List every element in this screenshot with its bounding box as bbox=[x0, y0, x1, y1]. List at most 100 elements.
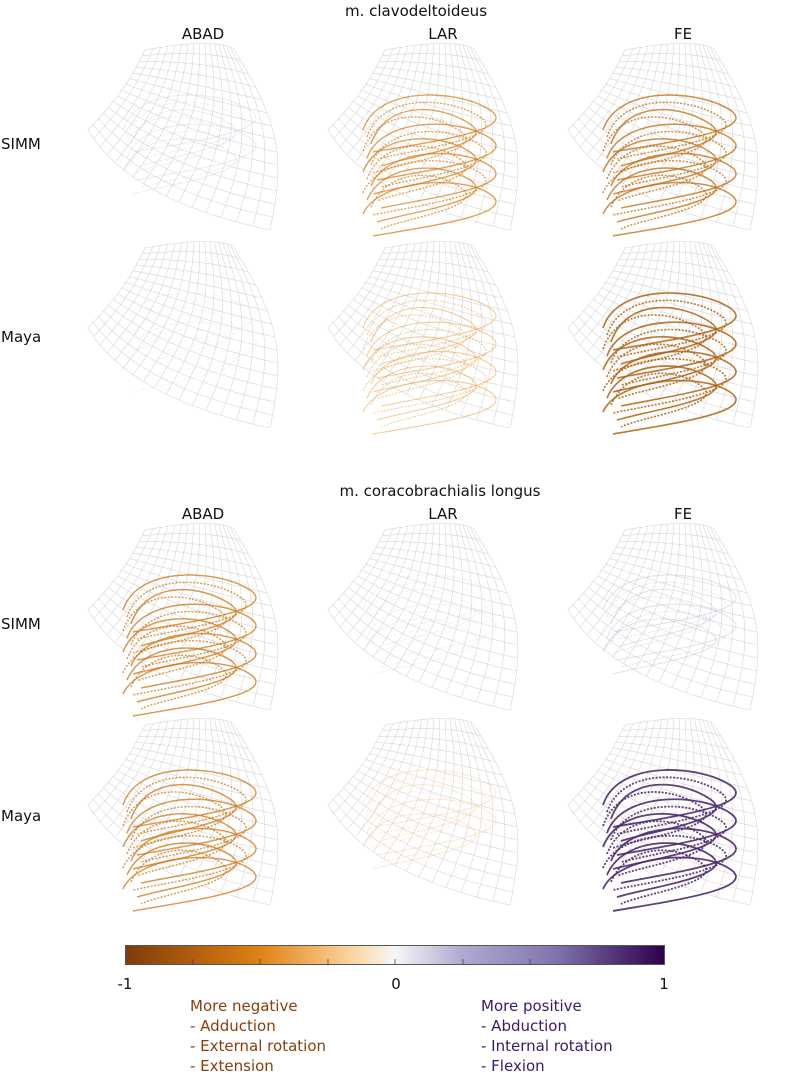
mesh-line bbox=[605, 282, 752, 325]
trajectory-strand bbox=[610, 130, 727, 188]
trajectory-strand bbox=[366, 776, 487, 835]
trajectory-strand bbox=[122, 769, 257, 828]
mesh-line bbox=[616, 546, 736, 568]
mesh-line bbox=[348, 586, 518, 659]
panel-s0-r0-c2 bbox=[565, 40, 795, 240]
trajectory-strand bbox=[122, 314, 227, 372]
mesh-line bbox=[712, 47, 759, 231]
mesh-line bbox=[132, 270, 262, 299]
mesh-line bbox=[108, 304, 278, 377]
panel-s0-r1-c0 bbox=[85, 238, 315, 438]
mesh-line bbox=[338, 316, 515, 403]
row-label-maya-2: Maya bbox=[1, 807, 42, 825]
mesh-line bbox=[418, 718, 455, 878]
mesh-grid bbox=[327, 718, 519, 906]
mesh-line bbox=[132, 552, 262, 581]
trajectory-strands bbox=[362, 574, 497, 675]
mesh-line bbox=[339, 527, 401, 628]
mesh-line bbox=[601, 287, 755, 338]
mesh-line bbox=[93, 604, 273, 698]
trajectory-strand bbox=[602, 94, 737, 153]
mesh-line bbox=[333, 124, 513, 218]
mesh-line bbox=[578, 118, 755, 205]
mesh-line bbox=[93, 799, 273, 893]
trajectory-strand bbox=[126, 603, 257, 661]
trajectory-strand bbox=[602, 596, 707, 654]
column-header-fe: FE bbox=[673, 25, 693, 43]
mesh-line bbox=[365, 84, 512, 127]
mesh-line bbox=[132, 72, 262, 101]
trajectory-strand bbox=[122, 640, 247, 696]
mesh-grid bbox=[327, 241, 519, 429]
trajectory-strand bbox=[126, 625, 227, 682]
panel-s1-r1-c0 bbox=[85, 715, 315, 915]
mesh-line bbox=[382, 251, 481, 260]
trajectory-strand bbox=[122, 292, 257, 351]
mesh-line bbox=[597, 770, 758, 828]
mesh-line bbox=[121, 89, 275, 140]
trajectory-strand bbox=[602, 181, 737, 237]
mesh-line bbox=[333, 723, 394, 814]
trajectory-strand bbox=[126, 647, 237, 703]
mesh-line bbox=[99, 47, 161, 148]
mesh-line bbox=[361, 764, 515, 815]
trajectory-strand bbox=[130, 610, 247, 668]
mesh-line bbox=[338, 118, 515, 205]
trajectory-strand bbox=[610, 589, 717, 647]
trajectory-strand bbox=[606, 299, 727, 358]
trajectory-strand bbox=[370, 329, 487, 386]
trajectory-strand bbox=[366, 101, 487, 160]
legend-negative: More negative - Adduction - External rot… bbox=[190, 996, 326, 1076]
mesh-line bbox=[573, 322, 753, 416]
section-title-1: m. clavodeltoideus bbox=[344, 2, 488, 20]
trajectory-strand bbox=[606, 145, 707, 202]
trajectory-strand bbox=[606, 776, 727, 835]
manifold-plot bbox=[87, 43, 279, 231]
mesh-line bbox=[567, 609, 751, 711]
mesh-line bbox=[123, 242, 182, 368]
trajectory-strands bbox=[122, 292, 257, 393]
trajectory-strand bbox=[602, 834, 727, 891]
trajectory-strands bbox=[602, 574, 737, 675]
mesh-line bbox=[87, 129, 271, 231]
mesh-line bbox=[712, 527, 759, 711]
mesh-line bbox=[671, 523, 703, 688]
trajectory-strand bbox=[362, 314, 467, 372]
trajectory-strand bbox=[362, 380, 497, 435]
trajectory-strand bbox=[362, 791, 467, 849]
mesh-line bbox=[588, 106, 758, 179]
mesh-line bbox=[573, 124, 753, 218]
mesh-line bbox=[619, 736, 729, 750]
legend-positive-item: - Abduction bbox=[481, 1017, 567, 1035]
mesh-line bbox=[343, 592, 517, 672]
trajectory-strand bbox=[370, 350, 497, 407]
mesh-line bbox=[113, 101, 278, 166]
mesh-line bbox=[142, 251, 241, 260]
mesh-line bbox=[365, 282, 512, 325]
mesh-line bbox=[361, 287, 515, 338]
trajectory-strand bbox=[362, 813, 477, 870]
mesh-line bbox=[361, 569, 515, 620]
trajectory-strand bbox=[602, 856, 737, 912]
trajectory-strand bbox=[126, 123, 257, 181]
trajectory-strand bbox=[362, 116, 467, 174]
mesh-line bbox=[121, 569, 275, 620]
mesh-line bbox=[616, 741, 736, 763]
mesh-line bbox=[603, 524, 662, 650]
mesh-line bbox=[384, 43, 474, 51]
trajectory-strand bbox=[602, 292, 737, 351]
mesh-line bbox=[191, 43, 223, 208]
trajectory-strand bbox=[126, 101, 247, 160]
trajectory-strand bbox=[606, 603, 737, 661]
mesh-line bbox=[327, 804, 511, 906]
trajectory-strand bbox=[130, 805, 247, 863]
trajectory-strand bbox=[370, 589, 477, 647]
mesh-line bbox=[125, 282, 272, 325]
mesh-line bbox=[573, 799, 753, 893]
mesh-line bbox=[384, 523, 474, 531]
mesh-line bbox=[382, 533, 481, 542]
trajectory-strand bbox=[610, 827, 737, 884]
mesh-line bbox=[605, 84, 752, 127]
trajectory-strands bbox=[362, 769, 497, 870]
mesh-line bbox=[624, 718, 714, 726]
